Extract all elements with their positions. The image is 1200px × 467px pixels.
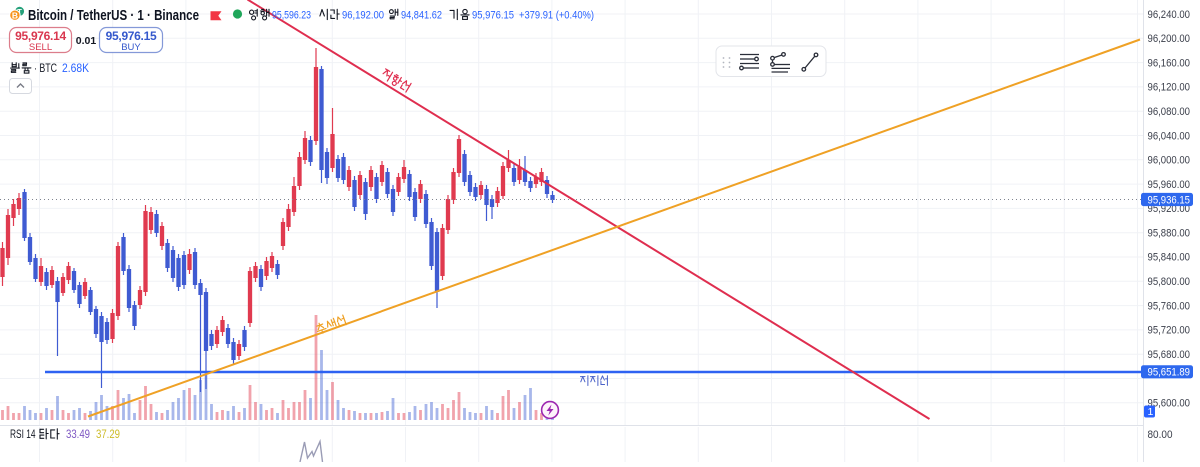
- svg-text:SELL: SELL: [29, 42, 52, 53]
- svg-text:Bitcoin / TetherUS · 1 · Binan: Bitcoin / TetherUS · 1 · Binance: [28, 8, 199, 24]
- svg-text:94,841.62: 94,841.62: [401, 9, 442, 21]
- svg-text:96,192.00: 96,192.00: [342, 9, 384, 21]
- svg-text:B: B: [12, 10, 18, 20]
- svg-text:96,040.00: 96,040.00: [1148, 130, 1191, 142]
- svg-text:95,976.15: 95,976.15: [472, 9, 514, 21]
- svg-text:95,760.00: 95,760.00: [1148, 300, 1191, 312]
- svg-text:0.01: 0.01: [76, 35, 97, 47]
- svg-text:33.49: 33.49: [66, 429, 90, 441]
- svg-text:95,720.00: 95,720.00: [1148, 325, 1191, 337]
- svg-text:95,960.00: 95,960.00: [1148, 179, 1191, 191]
- svg-text:96,240.00: 96,240.00: [1148, 9, 1191, 21]
- svg-text:95,680.00: 95,680.00: [1148, 349, 1191, 361]
- svg-text:96,080.00: 96,080.00: [1148, 106, 1191, 118]
- svg-text:96,160.00: 96,160.00: [1148, 57, 1191, 69]
- svg-text:1: 1: [1148, 406, 1154, 418]
- svg-text:95,976.14: 95,976.14: [15, 29, 66, 43]
- svg-text:95,880.00: 95,880.00: [1148, 227, 1191, 239]
- svg-text:37.29: 37.29: [96, 429, 120, 441]
- svg-text:80.00: 80.00: [1148, 429, 1173, 441]
- svg-text:95,596.23: 95,596.23: [272, 9, 311, 21]
- svg-text:95,651.89: 95,651.89: [1148, 367, 1191, 379]
- svg-text:· BTC: · BTC: [34, 63, 57, 75]
- svg-text:95,840.00: 95,840.00: [1148, 252, 1191, 264]
- svg-text:95,976.15: 95,976.15: [106, 29, 157, 43]
- svg-text:95,800.00: 95,800.00: [1148, 276, 1191, 288]
- svg-text:96,200.00: 96,200.00: [1148, 33, 1191, 45]
- svg-text:RSI 14: RSI 14: [10, 429, 36, 441]
- svg-text:96,000.00: 96,000.00: [1148, 155, 1191, 167]
- svg-text:BUY: BUY: [121, 42, 141, 53]
- svg-text:95,936.15: 95,936.15: [1148, 194, 1191, 206]
- svg-text:+379.91 (+0.40%): +379.91 (+0.40%): [519, 9, 594, 21]
- svg-text:2.68K: 2.68K: [62, 63, 89, 75]
- svg-text:96,120.00: 96,120.00: [1148, 82, 1191, 94]
